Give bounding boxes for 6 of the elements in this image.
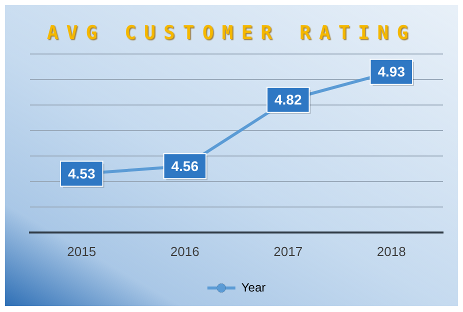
x-tick-label: 2016 xyxy=(170,244,200,259)
x-tick-label: 2018 xyxy=(376,244,406,259)
chart-title: AVG CUSTOMER RATING xyxy=(46,22,418,44)
legend-label: Year xyxy=(241,280,266,294)
x-tick-label: 2015 xyxy=(67,244,96,259)
x-tick-label: 2017 xyxy=(274,244,303,259)
